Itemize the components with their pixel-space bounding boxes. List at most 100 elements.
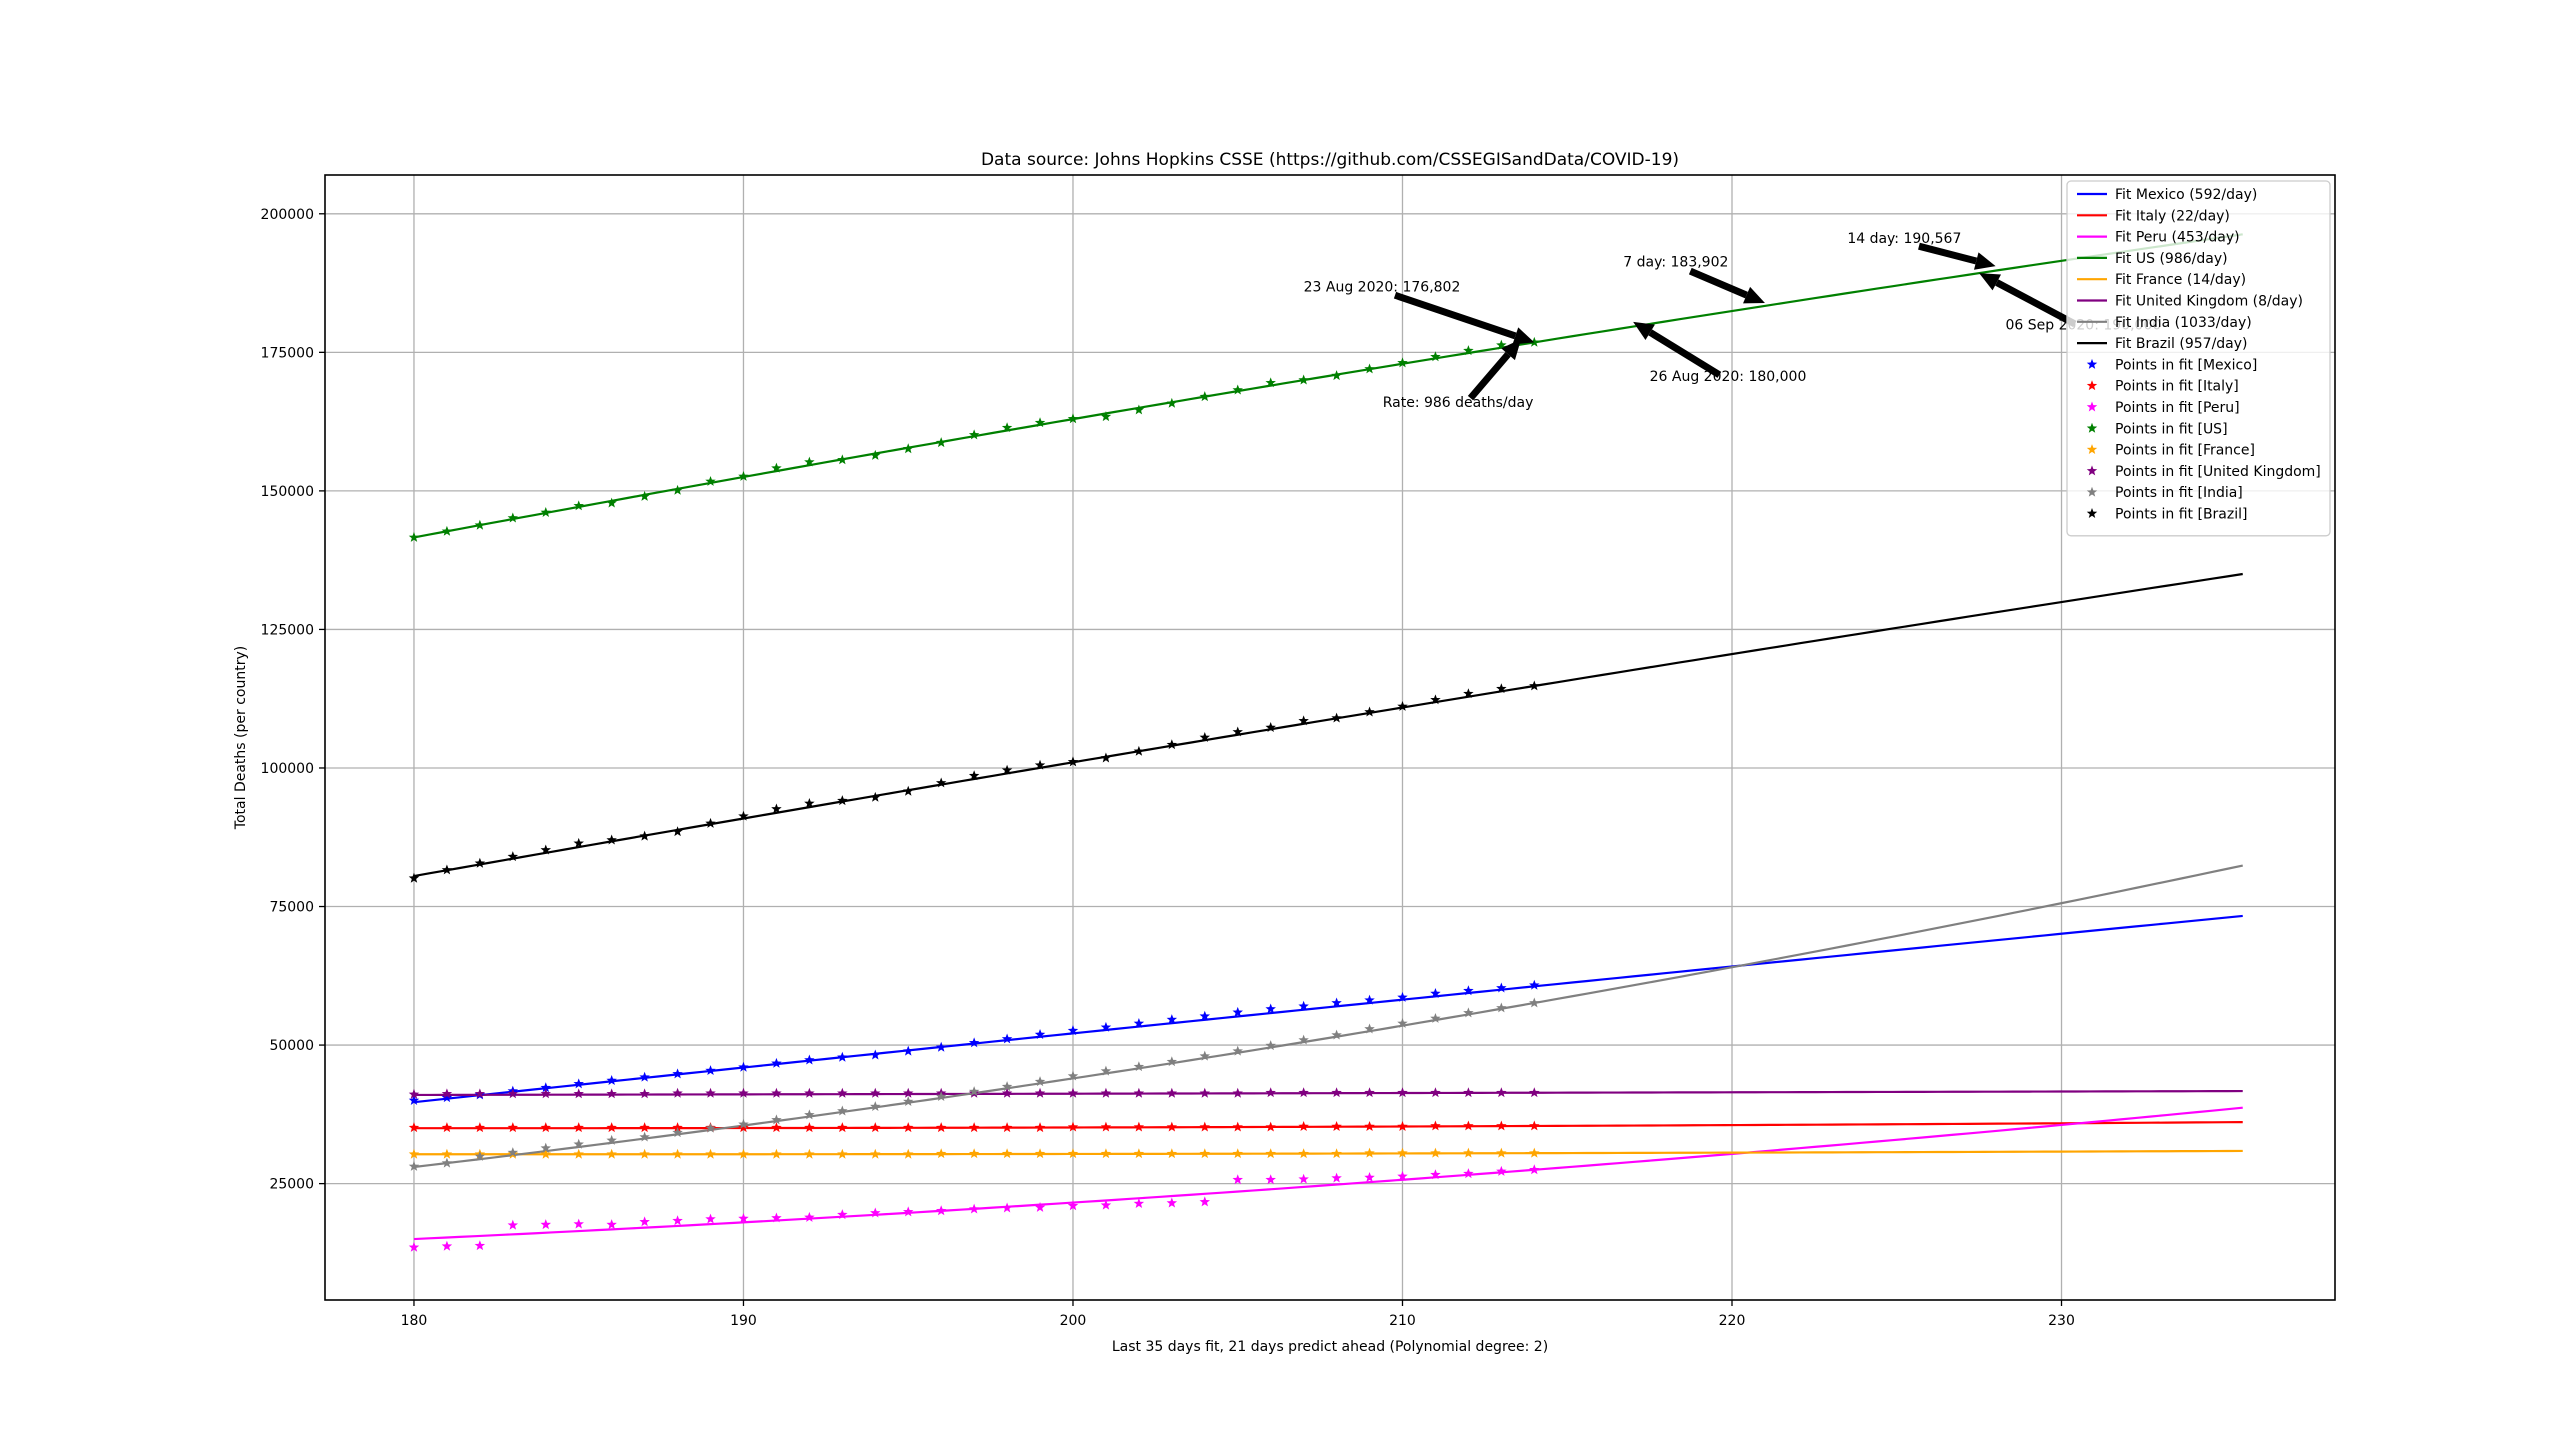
data-point	[672, 1068, 683, 1079]
data-point	[903, 785, 914, 796]
legend-label: Points in fit [Mexico]	[2115, 357, 2257, 373]
data-point	[1331, 1029, 1342, 1040]
data-point	[1133, 1061, 1145, 1072]
data-point	[507, 851, 519, 862]
data-point	[1529, 1147, 1540, 1158]
data-point	[837, 1122, 848, 1133]
annotation-arrowhead	[1512, 327, 1535, 345]
data-point	[606, 1134, 617, 1145]
data-point	[1430, 694, 1441, 705]
data-point	[1331, 370, 1342, 381]
data-point	[903, 1206, 914, 1217]
data-point	[771, 803, 782, 814]
data-point	[837, 454, 848, 465]
data-point	[441, 1148, 453, 1159]
data-point	[1265, 722, 1276, 732]
fit-line	[413, 233, 2243, 539]
data-point	[1298, 1173, 1309, 1184]
data-point	[935, 1091, 947, 1102]
annotation-arrow	[1688, 267, 1748, 299]
data-point	[771, 1114, 782, 1125]
data-point	[1100, 752, 1112, 763]
annotation-arrowhead	[1973, 252, 1996, 270]
data-point	[507, 1147, 519, 1158]
data-point	[1199, 732, 1211, 742]
data-point	[606, 1148, 617, 1159]
data-point	[804, 1211, 815, 1222]
data-point	[1199, 1050, 1211, 1061]
data-point	[771, 1122, 782, 1133]
data-point	[1430, 988, 1441, 998]
data-point	[837, 1209, 848, 1220]
legend-box	[2066, 180, 2331, 537]
data-point	[408, 1088, 420, 1099]
data-point	[1463, 1168, 1474, 1179]
fit-line	[413, 572, 2243, 878]
data-point	[903, 1096, 914, 1107]
data-point	[968, 770, 980, 781]
data-point	[1529, 336, 1540, 347]
annotation-label: 7 day: 183,902	[1623, 254, 1728, 270]
data-point	[1100, 1199, 1112, 1210]
data-point	[771, 1087, 782, 1098]
data-point	[738, 1087, 749, 1098]
data-point	[1166, 1014, 1178, 1025]
data-point	[738, 1118, 749, 1129]
data-point	[1430, 1169, 1441, 1180]
grid	[325, 175, 2335, 1300]
data-point	[1034, 1087, 1046, 1098]
data-point	[1397, 700, 1408, 711]
data-point	[1067, 756, 1079, 767]
annotation-arrow	[1393, 291, 1517, 340]
data-point	[705, 475, 716, 486]
data-point	[1232, 1174, 1243, 1185]
data-point	[1133, 1121, 1145, 1132]
data-point	[903, 1087, 914, 1098]
data-point	[1133, 1198, 1145, 1209]
data-point	[441, 525, 453, 536]
data-point	[837, 1051, 848, 1062]
data-point	[738, 1148, 749, 1159]
data-point	[1298, 1000, 1309, 1011]
data-point	[1034, 759, 1046, 770]
data-point	[968, 1122, 980, 1133]
data-point	[672, 1127, 683, 1138]
data-point	[1364, 1023, 1375, 1034]
data-point	[1463, 1087, 1474, 1098]
y-tick-label: 100000	[261, 761, 314, 777]
data-point	[606, 1219, 617, 1230]
data-point	[1529, 680, 1540, 691]
data-point	[1100, 1065, 1112, 1076]
data-point	[968, 1203, 980, 1214]
data-point	[1067, 413, 1079, 424]
annotation-label: 14 day: 190,567	[1847, 231, 1961, 247]
x-tick-label: 210	[1389, 1313, 1416, 1329]
data-point	[771, 1057, 782, 1068]
data-point	[935, 1205, 947, 1216]
data-point	[573, 1218, 584, 1229]
data-point	[1496, 1147, 1507, 1158]
data-point	[573, 1122, 584, 1133]
data-point	[1199, 1087, 1211, 1098]
data-point	[408, 1241, 420, 1252]
data-point	[1397, 1170, 1408, 1181]
y-tick-label: 150000	[261, 484, 314, 500]
data-point	[1397, 357, 1408, 368]
data-point	[1529, 1120, 1540, 1131]
data-point	[672, 484, 683, 495]
data-point	[1364, 706, 1375, 717]
data-point	[1529, 997, 1540, 1008]
legend-label: Points in fit [Italy]	[2115, 379, 2239, 395]
data-point	[606, 497, 617, 508]
data-point	[1496, 982, 1507, 993]
data-point	[1265, 1174, 1276, 1185]
y-tick-label: 200000	[261, 207, 314, 223]
data-point	[1133, 1148, 1145, 1159]
data-point	[804, 1148, 815, 1159]
data-point	[1199, 391, 1211, 402]
data-point	[1397, 1121, 1408, 1131]
data-point	[804, 797, 815, 808]
data-point	[1298, 374, 1309, 385]
data-point	[408, 1148, 420, 1159]
data-point	[639, 1088, 650, 1099]
